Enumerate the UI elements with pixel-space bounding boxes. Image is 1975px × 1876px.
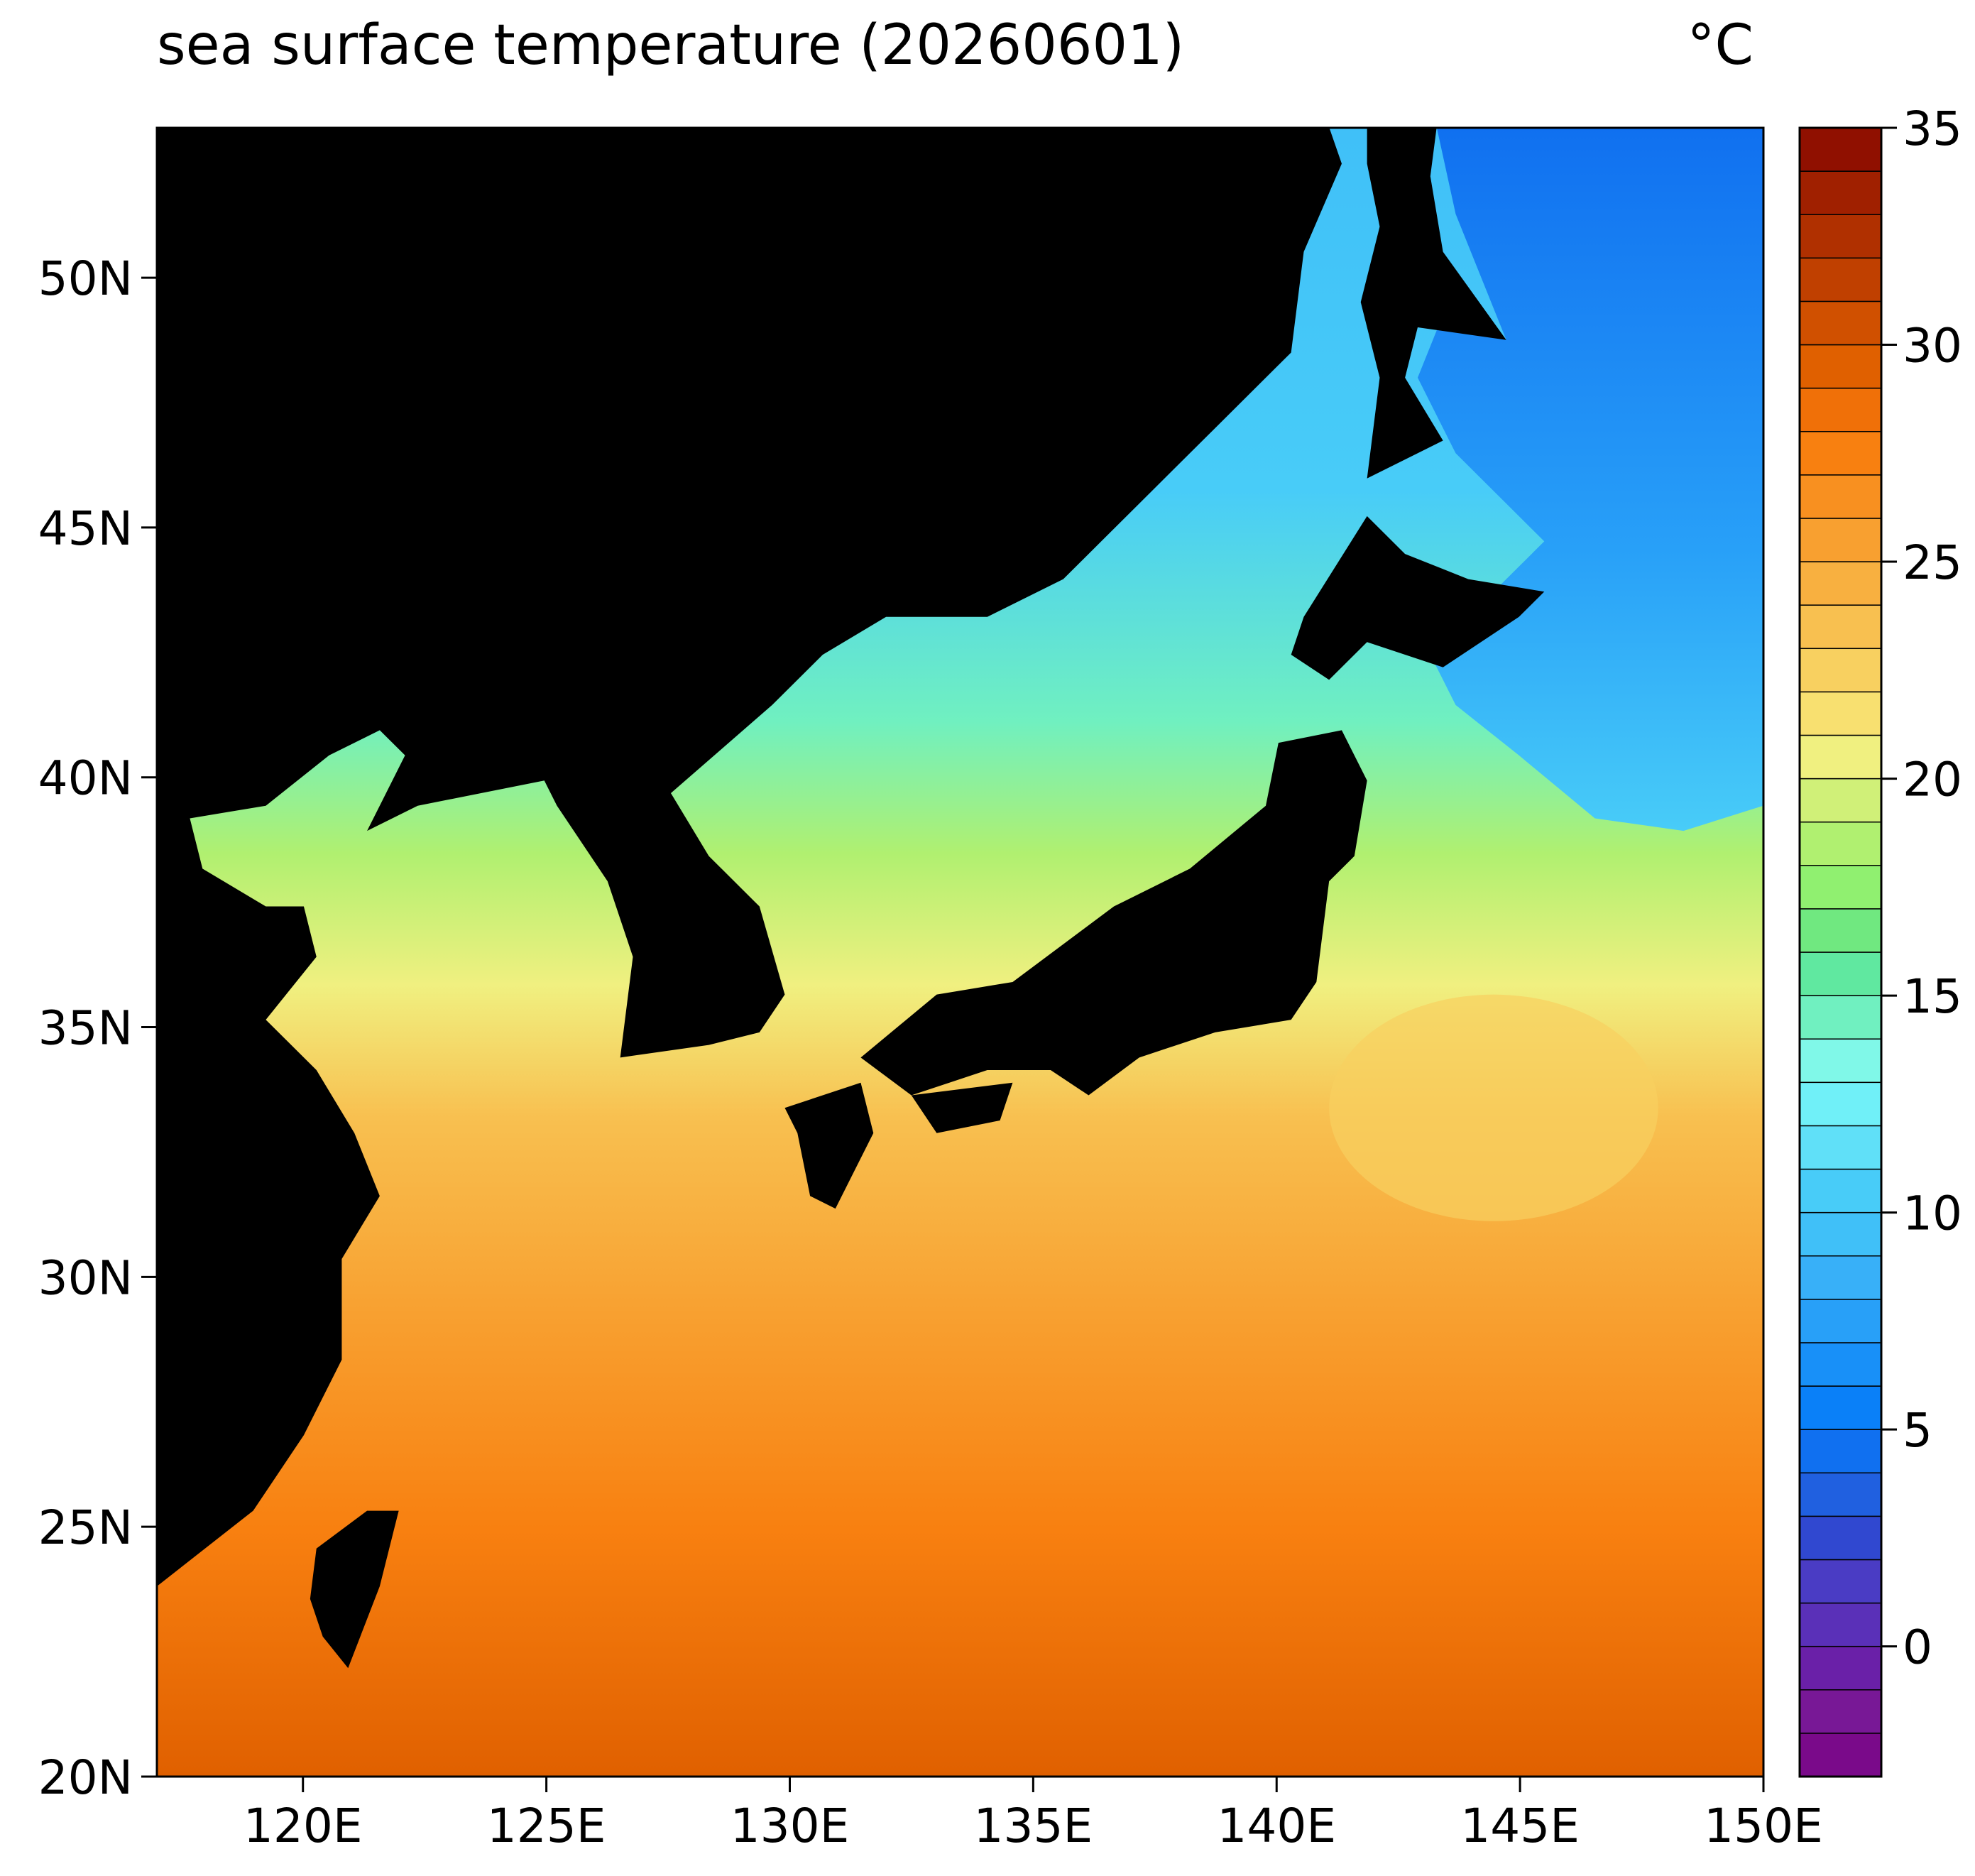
- colorbar-segment: [1799, 1211, 1882, 1257]
- colorbar-tick-label: 30: [1903, 319, 1962, 373]
- colorbar-tick-label: 0: [1903, 1620, 1932, 1675]
- colorbar-segment: [1799, 1429, 1882, 1474]
- colorbar-segment: [1799, 604, 1882, 650]
- y-tick-label: 40N: [38, 751, 133, 806]
- x-tick-label: 145E: [1460, 1799, 1580, 1853]
- x-tick-label: 135E: [974, 1799, 1093, 1853]
- colorbar-segment: [1799, 300, 1882, 346]
- colorbar-segment: [1799, 474, 1882, 519]
- colorbar-segment: [1799, 1515, 1882, 1561]
- colorbar-segment: [1799, 1472, 1882, 1517]
- colorbar-segment: [1799, 1689, 1882, 1734]
- x-tick-label: 120E: [244, 1799, 363, 1853]
- colorbar-tick-label: 15: [1903, 969, 1962, 1024]
- colorbar-tick-label: 20: [1903, 753, 1962, 807]
- colorbar-segment: [1799, 344, 1882, 389]
- colorbar-segment: [1799, 821, 1882, 866]
- colorbar-segment: [1799, 170, 1882, 215]
- colorbar-segment: [1799, 387, 1882, 432]
- x-tick-label: 150E: [1704, 1799, 1823, 1853]
- colorbar-segment: [1799, 1602, 1882, 1647]
- x-tick-label: 140E: [1217, 1799, 1336, 1853]
- colorbar-segment: [1799, 995, 1882, 1040]
- colorbar-segment: [1799, 1255, 1882, 1300]
- y-tick-label: 35N: [38, 1001, 133, 1056]
- x-tick-label: 130E: [731, 1799, 850, 1853]
- colorbar-tick-label: 5: [1903, 1403, 1932, 1458]
- colorbar-segment: [1799, 561, 1882, 606]
- colorbar-tick-label: 25: [1903, 535, 1962, 590]
- colorbar-segment: [1799, 1385, 1882, 1430]
- colorbar-segment: [1799, 691, 1882, 736]
- colorbar-segment: [1799, 778, 1882, 823]
- colorbar-tick-label: 35: [1903, 102, 1962, 156]
- colorbar-frame: [1798, 126, 1883, 1778]
- colorbar-segment: [1799, 214, 1882, 259]
- colorbar-segment: [1799, 1038, 1882, 1084]
- colorbar-segment: [1799, 865, 1882, 910]
- colorbar-tick-label: 10: [1903, 1187, 1962, 1241]
- colorbar-segment: [1799, 127, 1882, 172]
- colorbar-segment: [1799, 518, 1882, 562]
- colorbar-segment: [1799, 1168, 1882, 1214]
- y-tick-label: 45N: [38, 501, 133, 556]
- colorbar-segment: [1799, 1645, 1882, 1691]
- colorbar-segment: [1799, 1733, 1882, 1777]
- colorbar-segment: [1799, 908, 1882, 953]
- y-tick-label: 30N: [38, 1250, 133, 1305]
- colorbar-segment: [1799, 648, 1882, 693]
- sst-field: [157, 128, 1763, 1777]
- colorbar-segment: [1799, 951, 1882, 996]
- colorbar-segment: [1799, 1342, 1882, 1387]
- title: sea surface temperature (20260601): [157, 13, 1184, 77]
- colorbar-segment: [1799, 430, 1882, 476]
- colorbar-segment: [1799, 1125, 1882, 1170]
- colorbar-segment: [1799, 1559, 1882, 1604]
- colorbar-segment: [1799, 1081, 1882, 1127]
- y-tick-label: 50N: [38, 251, 133, 306]
- x-tick-label: 125E: [487, 1799, 606, 1853]
- y-tick-label: 25N: [38, 1500, 133, 1555]
- y-tick-label: 20N: [38, 1750, 133, 1805]
- colorbar-segment: [1799, 1299, 1882, 1343]
- colorbar-segment: [1799, 257, 1882, 302]
- colorbar-segment: [1799, 734, 1882, 780]
- unit: °C: [1687, 13, 1754, 77]
- map-frame: [155, 126, 1765, 1778]
